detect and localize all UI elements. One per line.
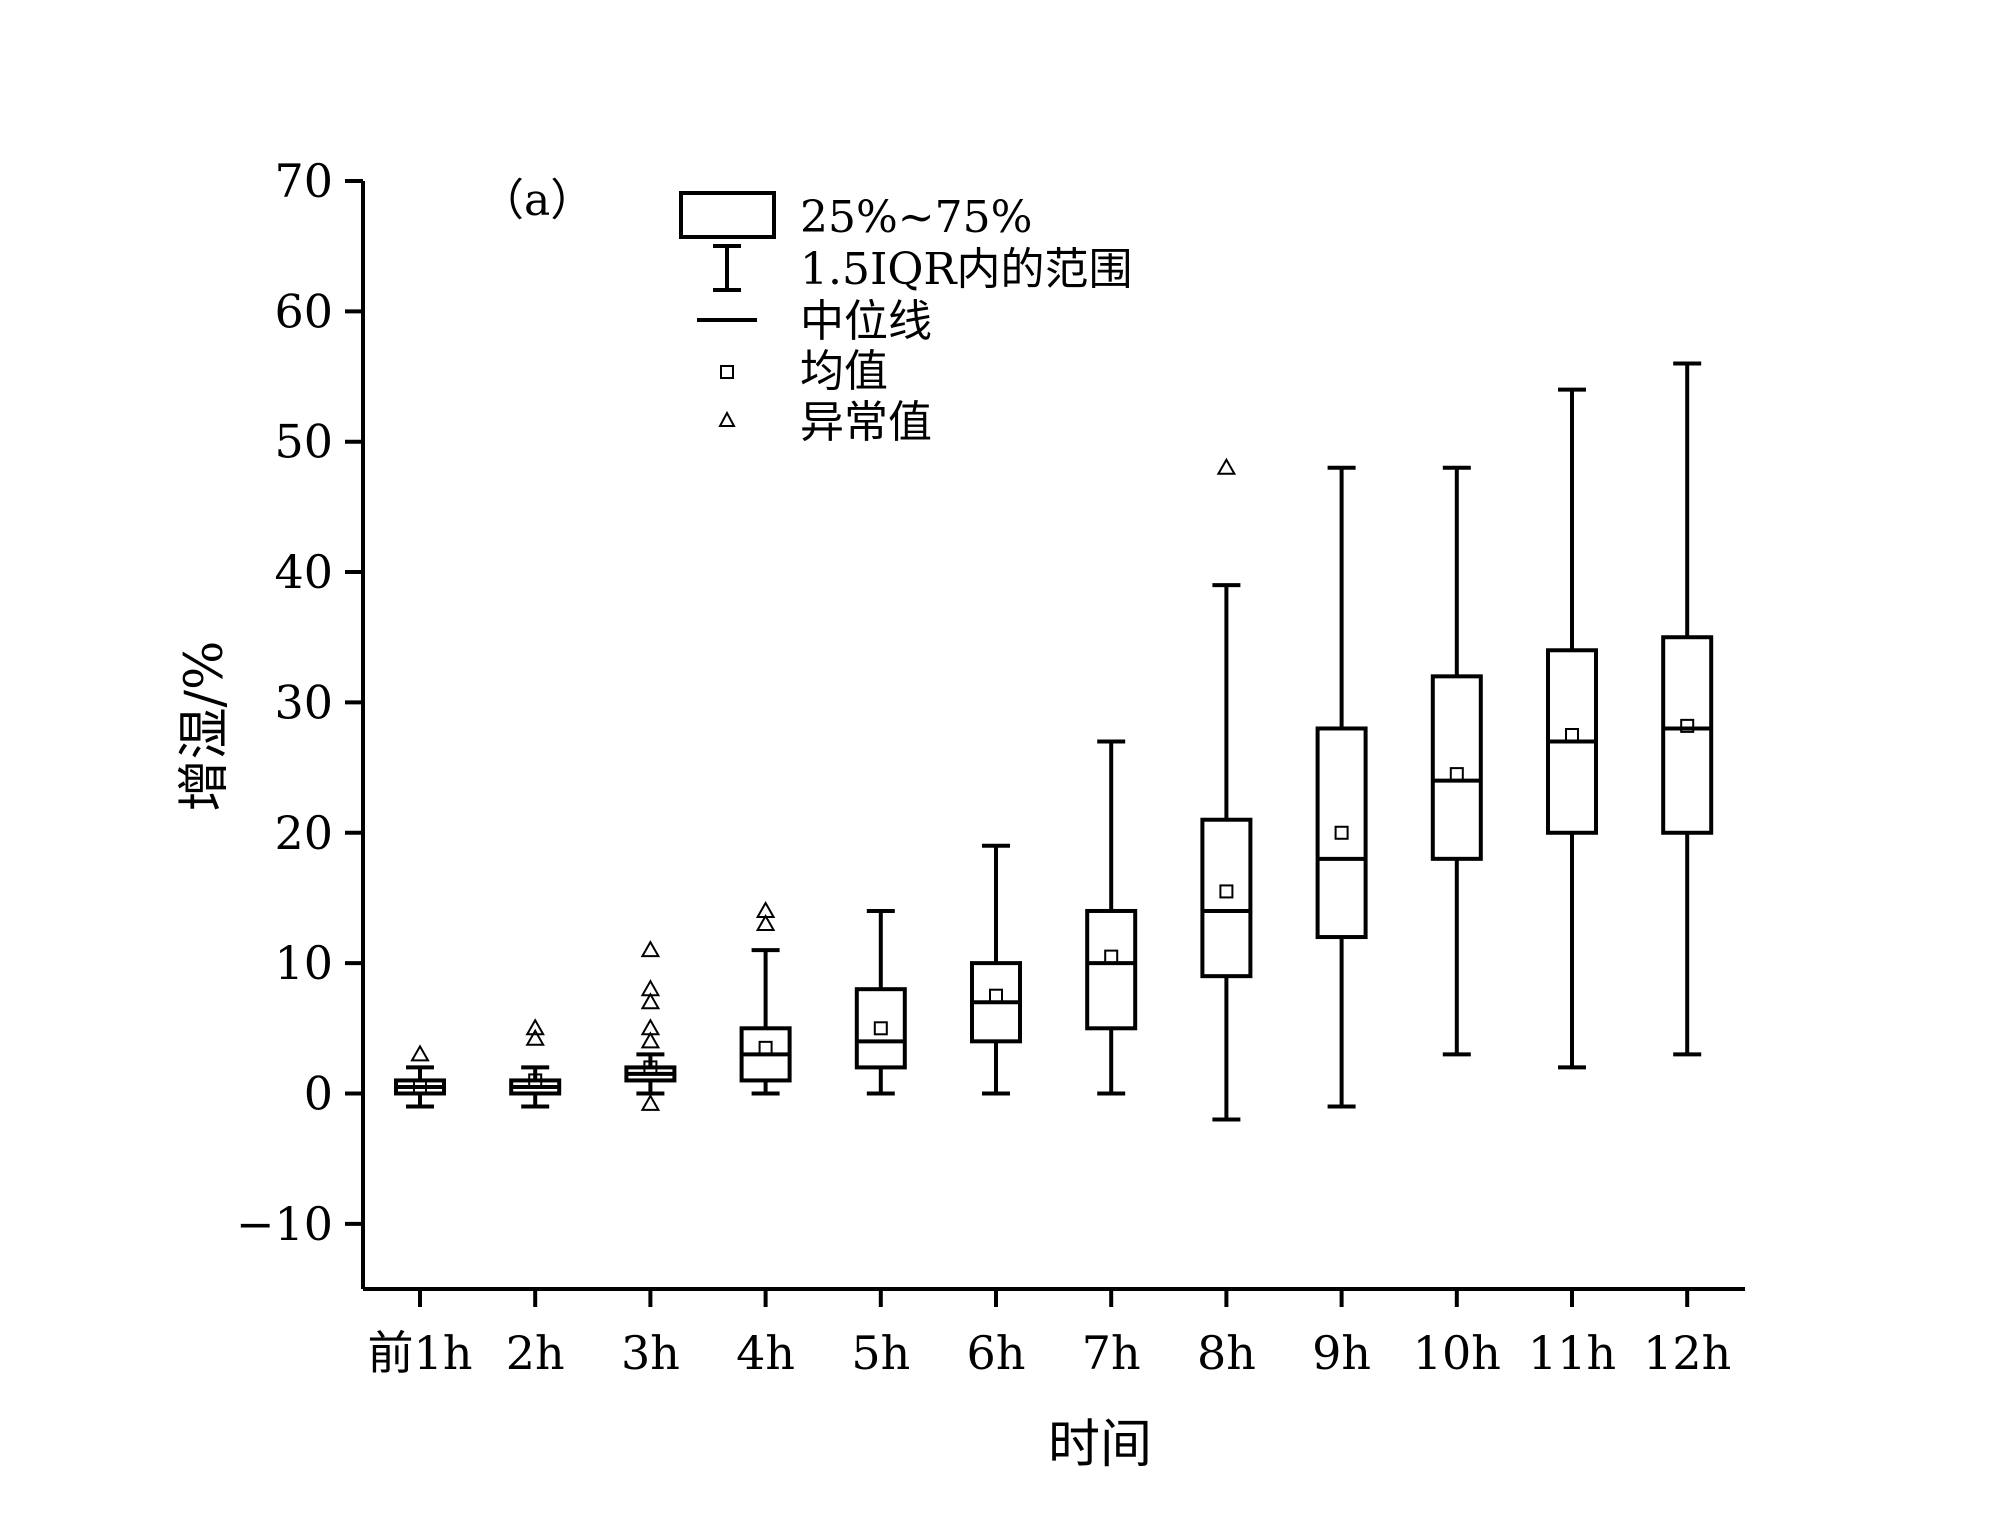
legend-whisker-label: 1.5IQR内的范围 [800, 244, 1133, 295]
legend-box-label: 25%~75% [800, 192, 1032, 243]
mean-marker [758, 1040, 773, 1055]
x-tick-label: 10h [1413, 1326, 1501, 1380]
legend: 25%~75% 1.5IQR内的范围 中位线 均值 异常值 [679, 191, 1133, 448]
outlier-marker [640, 940, 661, 958]
outlier-marker [1216, 457, 1237, 475]
box-group [1085, 739, 1138, 1096]
legend-mean-swatch [720, 365, 734, 379]
y-tick-label: −10 [236, 1197, 333, 1251]
y-tick-label: 30 [274, 675, 333, 729]
x-tick-label: 3h [621, 1326, 680, 1380]
x-tick-label: 11h [1528, 1326, 1616, 1380]
legend-whisker-swatch [713, 244, 741, 292]
mean-marker [873, 1021, 888, 1036]
y-tick-label: 10 [274, 936, 333, 990]
iqr-box [854, 987, 907, 1070]
y-tick-label: 70 [274, 154, 333, 208]
legend-mean-label: 均值 [800, 346, 888, 397]
x-tick-label: 前1h [368, 1326, 473, 1380]
mean-marker [1449, 767, 1464, 782]
outlier-marker [640, 979, 661, 997]
box-plot-marks [394, 361, 1714, 1122]
outlier-marker [755, 913, 776, 932]
y-tick-label: 20 [274, 806, 333, 860]
box-group [1315, 465, 1368, 1109]
box-group [394, 1044, 446, 1109]
mean-marker [1219, 884, 1234, 899]
legend-box-swatch [679, 191, 776, 239]
outlier-marker [755, 900, 776, 918]
legend-outlier-swatch [718, 410, 736, 427]
x-tick-label: 4h [736, 1326, 795, 1380]
y-tick-label: 50 [274, 415, 333, 469]
outlier-marker [640, 1093, 661, 1111]
x-tick-label: 12h [1643, 1326, 1731, 1380]
outlier-marker [640, 1031, 661, 1049]
x-tick-label: 9h [1312, 1326, 1371, 1380]
outlier-marker [640, 1018, 661, 1036]
iqr-box [1661, 635, 1714, 835]
mean-marker [1565, 728, 1579, 742]
outlier-marker [525, 1018, 545, 1036]
iqr-box [1315, 726, 1368, 940]
panel-label: （a） [480, 175, 594, 226]
mean-marker [1680, 718, 1695, 733]
outlier-marker [410, 1044, 430, 1062]
legend-outlier-label: 异常值 [800, 397, 932, 448]
legend-median-label: 中位线 [800, 296, 932, 347]
x-tick-label: 8h [1197, 1326, 1256, 1380]
x-axis-title: 时间 [1048, 1415, 1152, 1475]
x-tick-label: 2h [506, 1326, 565, 1380]
mean-marker [413, 1079, 427, 1094]
mean-marker [643, 1060, 658, 1075]
outlier-marker [640, 992, 661, 1010]
box-group [739, 900, 792, 1096]
mean-marker [989, 988, 1003, 1003]
mean-marker [1334, 825, 1349, 840]
y-axis-title: 增湿/% [175, 641, 235, 812]
box-group [1200, 457, 1253, 1122]
box-group [970, 843, 1022, 1096]
y-tick-label: 40 [274, 545, 333, 599]
box-group [1546, 387, 1598, 1070]
x-tick-label: 7h [1082, 1326, 1141, 1380]
box-group [854, 908, 907, 1096]
mean-marker [1104, 949, 1119, 964]
box-group [1661, 361, 1714, 1057]
box-group [624, 940, 677, 1111]
y-tick-label: 0 [304, 1066, 333, 1120]
y-tick-label: 60 [274, 284, 333, 338]
iqr-box [1085, 908, 1138, 1031]
x-tick-label: 6h [967, 1326, 1026, 1380]
box-group [1430, 465, 1483, 1057]
x-tick-label: 5h [851, 1326, 910, 1380]
box-group [509, 1018, 562, 1109]
outlier-marker [525, 1028, 545, 1046]
axes: −10 0 10 20 30 40 50 60 70 前1h 2h 3h 4h 5h 6h 7h 8h 9h 10h… [236, 154, 1745, 1380]
mean-marker [528, 1073, 543, 1088]
